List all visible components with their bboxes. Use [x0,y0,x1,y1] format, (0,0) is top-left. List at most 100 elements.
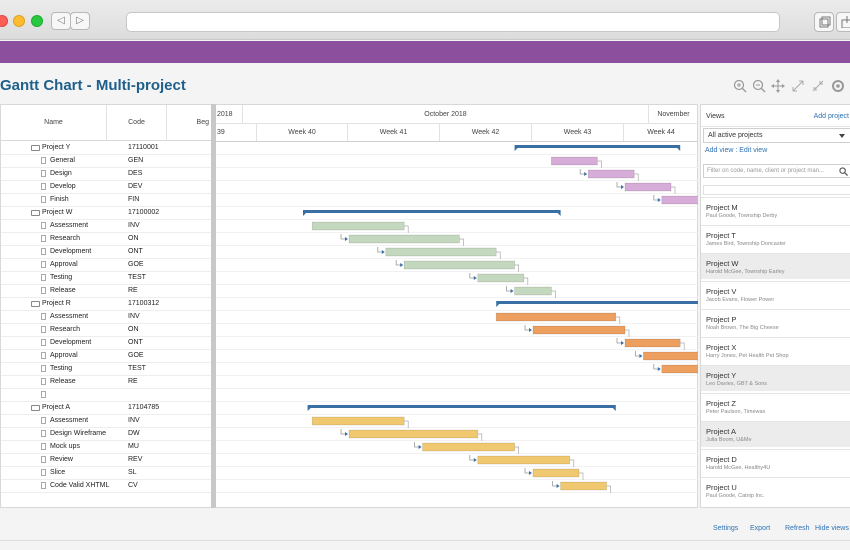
move-icon[interactable] [771,79,785,93]
dependency-arrow [621,341,624,345]
project-summary-bar[interactable] [307,405,616,411]
column-header-begin[interactable]: Beg [167,105,212,141]
view-project-item[interactable]: Project U Paul Goode, Catnip Inc. [701,477,850,503]
task-bar[interactable] [477,455,571,465]
project-filter-input[interactable]: Filter on code, name, client or project … [703,164,850,178]
folder-icon[interactable] [31,209,40,216]
expand-icon[interactable] [791,79,805,93]
task-row[interactable]: Development ONT [1,337,212,350]
task-row[interactable] [1,389,212,402]
folder-icon[interactable] [31,144,40,151]
column-header-name[interactable]: Name [1,105,107,141]
view-project-item[interactable]: Project Y Leo Davies, GBT & Sons [701,365,850,391]
task-bar[interactable] [560,481,607,491]
view-select[interactable]: All active projects [703,128,850,143]
minimize-window-button[interactable] [13,15,25,27]
project-row[interactable]: Project A 17104785 [1,402,212,415]
task-bar[interactable] [477,273,525,283]
task-bar[interactable] [348,234,460,244]
export-link[interactable]: Export [750,525,771,532]
project-summary-bar[interactable] [514,145,681,151]
task-row[interactable]: Release RE [1,376,212,389]
tabs-button[interactable] [814,12,834,32]
successor-connector [496,251,501,259]
project-row[interactable]: Project Y 17110001 [1,142,212,155]
settings-link[interactable]: Settings [713,525,739,532]
project-summary-bar[interactable] [303,210,561,216]
view-project-item[interactable]: Project P Noah Brown, The Big Cheese [701,309,850,335]
task-row[interactable]: General GEN [1,155,212,168]
task-row[interactable]: Approval GOE [1,259,212,272]
folder-icon[interactable] [31,300,40,307]
row-code: RE [128,378,138,385]
task-bar[interactable] [514,286,552,296]
view-project-item[interactable]: Project Z Peter Paulson, Timewax [701,393,850,419]
settings-icon[interactable] [831,79,845,93]
view-project-item[interactable]: Project W Harold McGee, Township Earley [701,253,850,279]
task-row[interactable]: Research ON [1,233,212,246]
forward-button[interactable]: ▷ [70,12,90,30]
task-bar[interactable] [624,182,672,192]
task-bar[interactable] [348,429,479,439]
column-header-code[interactable]: Code [107,105,167,141]
task-row[interactable]: Slice SL [1,467,212,480]
task-row[interactable]: Assessment INV [1,415,212,428]
collapse-icon[interactable] [811,79,825,93]
task-bar[interactable] [661,195,698,205]
task-row[interactable]: Mock ups MU [1,441,212,454]
view-project-item[interactable]: Project M Paul Goode, Township Derby [701,197,850,223]
task-row[interactable]: Development ONT [1,246,212,259]
view-project-item[interactable]: Project A Julia Boom, U&Me [701,421,850,447]
view-project-item[interactable]: Project V Jacob Evans, Flower Power [701,281,850,307]
task-bar[interactable] [311,416,405,426]
task-row[interactable]: Release RE [1,285,212,298]
task-bar[interactable] [532,325,626,335]
task-row[interactable]: Review REV [1,454,212,467]
address-bar[interactable] [126,12,780,32]
task-bar[interactable] [661,364,698,374]
task-row[interactable]: Assessment INV [1,311,212,324]
project-row[interactable]: Project W 17100002 [1,207,212,220]
task-bar[interactable] [643,351,698,361]
close-window-button[interactable] [0,15,8,27]
refresh-link[interactable]: Refresh [785,525,810,532]
task-bar[interactable] [532,468,580,478]
maximize-window-button[interactable] [31,15,43,27]
back-button[interactable]: ◁ [51,12,71,30]
add-view-link[interactable]: Add view [705,147,734,154]
task-row[interactable]: Research ON [1,324,212,337]
zoom-in-icon[interactable] [733,79,747,93]
task-bar[interactable] [311,221,405,231]
task-bar[interactable] [385,247,497,257]
view-project-client: Paul Goode, Township Derby [706,213,778,219]
task-row[interactable]: Finish FIN [1,194,212,207]
task-bar[interactable] [422,442,515,452]
panel-splitter[interactable] [211,104,216,508]
view-project-item[interactable]: Project D Harold McGee, Healthy4U [701,449,850,475]
task-row[interactable]: Design DES [1,168,212,181]
row-code: GOE [128,261,144,268]
task-row[interactable]: Code Valid XHTML CV [1,480,212,493]
zoom-out-icon[interactable] [752,79,766,93]
add-project-link[interactable]: Add project [813,113,849,120]
view-project-item[interactable]: Project T James Bird, Township Doncaster [701,225,850,251]
task-bar[interactable] [403,260,515,270]
task-row[interactable]: Design Wireframe DW [1,428,212,441]
task-bar[interactable] [624,338,681,348]
view-project-item[interactable]: Project X Harry Jones, Pet Health Pet Sho… [701,337,850,363]
task-row[interactable]: Testing TEST [1,272,212,285]
folder-icon[interactable] [31,404,40,411]
task-row[interactable]: Develop DEV [1,181,212,194]
task-bar[interactable] [495,312,617,322]
successor-connector [680,342,685,350]
project-summary-bar[interactable] [496,301,698,307]
task-row[interactable]: Testing TEST [1,363,212,376]
task-bar[interactable] [587,169,635,179]
share-button[interactable] [836,12,850,32]
edit-view-link[interactable]: Edit view [739,147,768,154]
task-bar[interactable] [551,156,598,166]
hide-views-link[interactable]: Hide views [815,525,849,532]
task-row[interactable]: Approval GOE [1,350,212,363]
project-row[interactable]: Project R 17100312 [1,298,212,311]
task-row[interactable]: Assessment INV [1,220,212,233]
